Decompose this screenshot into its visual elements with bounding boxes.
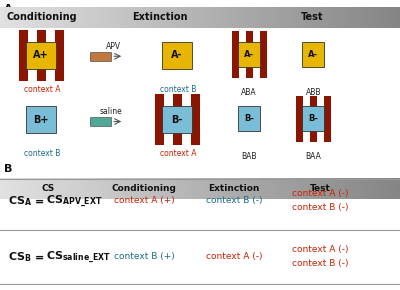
Text: context B (-): context B (-) xyxy=(206,196,262,205)
Bar xyxy=(87,55,90,58)
FancyBboxPatch shape xyxy=(302,42,324,67)
Text: Conditioning: Conditioning xyxy=(112,184,176,193)
FancyBboxPatch shape xyxy=(238,42,260,67)
Text: BAB: BAB xyxy=(242,152,257,161)
Text: context A: context A xyxy=(24,85,60,94)
Text: $\mathbf{CS_B}$: $\mathbf{CS_B}$ xyxy=(8,250,32,264)
FancyBboxPatch shape xyxy=(238,106,260,131)
Text: APV: APV xyxy=(106,42,122,52)
FancyBboxPatch shape xyxy=(90,52,111,61)
Text: A+: A+ xyxy=(33,50,49,60)
Text: B: B xyxy=(4,164,12,174)
Bar xyxy=(260,31,267,78)
Text: Test: Test xyxy=(301,12,323,22)
Bar xyxy=(232,31,239,78)
Bar xyxy=(296,96,303,142)
Bar xyxy=(191,94,200,145)
Text: context B: context B xyxy=(24,149,60,158)
Text: context A: context A xyxy=(160,149,196,158)
Bar xyxy=(37,30,46,81)
Text: A-: A- xyxy=(244,50,254,59)
Text: Test: Test xyxy=(310,184,330,193)
Text: A-: A- xyxy=(308,50,318,59)
FancyBboxPatch shape xyxy=(302,106,324,131)
FancyBboxPatch shape xyxy=(26,106,56,133)
Text: B-: B- xyxy=(244,114,254,124)
Bar xyxy=(246,31,253,78)
Text: Conditioning: Conditioning xyxy=(7,12,77,22)
Bar xyxy=(19,30,28,81)
Text: BAA: BAA xyxy=(305,152,321,161)
Text: $\mathbf{=}$: $\mathbf{=}$ xyxy=(32,252,44,262)
FancyBboxPatch shape xyxy=(162,106,192,133)
Text: context A (-): context A (-) xyxy=(206,252,262,261)
Text: B+: B+ xyxy=(33,115,49,125)
Text: B-: B- xyxy=(308,114,318,124)
Bar xyxy=(87,120,90,123)
Text: context B (-): context B (-) xyxy=(292,259,348,268)
Text: Extinction: Extinction xyxy=(208,184,260,193)
Text: CS: CS xyxy=(41,184,55,193)
Text: A-: A- xyxy=(171,50,183,60)
Text: $\mathbf{CS_{saline\_EXT}}$: $\mathbf{CS_{saline\_EXT}}$ xyxy=(46,249,111,265)
Text: context A (-): context A (-) xyxy=(292,189,348,198)
Text: context B: context B xyxy=(160,85,196,94)
Text: saline: saline xyxy=(100,107,122,116)
FancyBboxPatch shape xyxy=(26,41,56,69)
Text: context B (+): context B (+) xyxy=(114,252,174,261)
Text: ABB: ABB xyxy=(306,88,321,97)
Text: B-: B- xyxy=(171,115,183,125)
Text: ABA: ABA xyxy=(241,88,257,97)
Text: Extinction: Extinction xyxy=(132,12,188,22)
Bar xyxy=(310,96,317,142)
Text: context B (-): context B (-) xyxy=(292,203,348,212)
Text: $\mathbf{=}$: $\mathbf{=}$ xyxy=(32,196,44,206)
Text: $\mathbf{CS_{APV\_EXT}}$: $\mathbf{CS_{APV\_EXT}}$ xyxy=(46,193,103,209)
Text: context A (+): context A (+) xyxy=(114,196,174,205)
Text: context A (-): context A (-) xyxy=(292,245,348,254)
Bar xyxy=(154,94,164,145)
Text: A: A xyxy=(4,4,13,14)
FancyBboxPatch shape xyxy=(162,41,192,69)
Text: $\mathbf{CS_A}$: $\mathbf{CS_A}$ xyxy=(8,194,32,208)
Bar xyxy=(324,96,331,142)
Bar xyxy=(55,30,64,81)
FancyBboxPatch shape xyxy=(90,117,111,126)
Bar xyxy=(173,94,182,145)
